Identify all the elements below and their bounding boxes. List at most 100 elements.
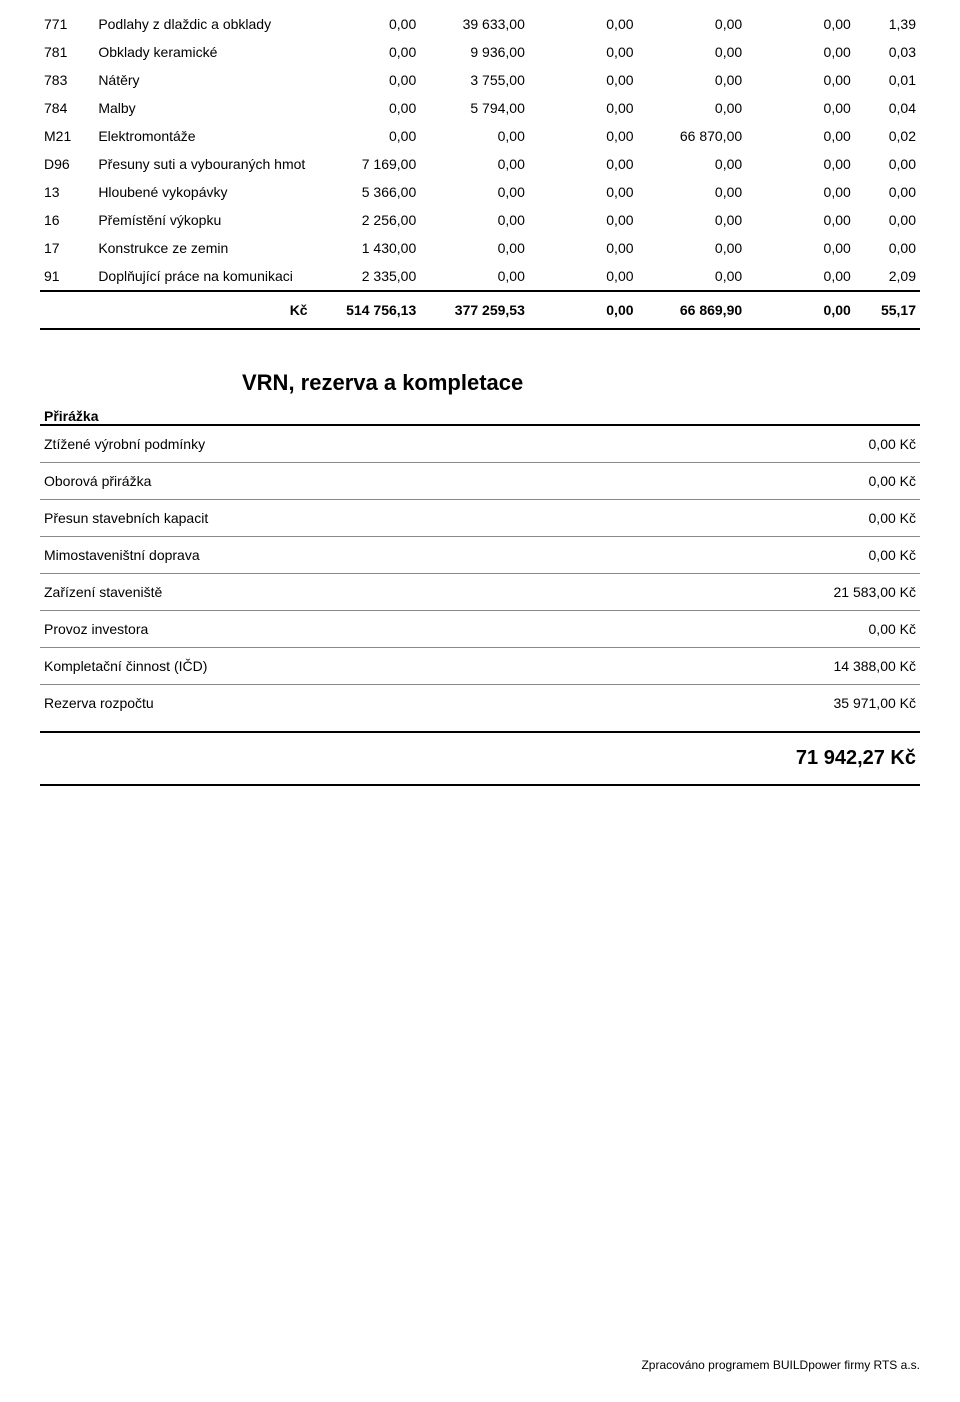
row-code: 91 [40,262,94,291]
row-code: 16 [40,206,94,234]
vrn-row: Ztížené výrobní podmínky0,00 Kč [40,425,920,463]
vrn-row-value: 0,00 Kč [568,611,920,648]
row-v2: 0,00 [420,206,529,234]
row-v3: 0,00 [529,94,638,122]
row-v2: 39 633,00 [420,10,529,38]
vrn-row-value: 14 388,00 Kč [568,648,920,685]
row-v6: 0,01 [855,66,920,94]
row-v5: 0,00 [746,10,855,38]
row-code: 783 [40,66,94,94]
footer-text: Zpracováno programem BUILDpower firmy RT… [641,1358,920,1372]
row-v4: 0,00 [638,38,747,66]
row-v1: 1 430,00 [312,234,421,262]
row-v5: 0,00 [746,94,855,122]
prirazka-row: Přirážka [40,398,920,425]
row-v3: 0,00 [529,206,638,234]
row-code: 17 [40,234,94,262]
vrn-row: Přesun stavebních kapacit0,00 Kč [40,500,920,537]
row-v5: 0,00 [746,122,855,150]
vrn-row-label: Kompletační činnost (IČD) [40,648,568,685]
vrn-row-value: 0,00 Kč [568,500,920,537]
vrn-row-label: Mimostaveništní doprava [40,537,568,574]
row-v6: 0,04 [855,94,920,122]
vrn-table: Přirážka Ztížené výrobní podmínky0,00 Kč… [40,398,920,721]
row-v6: 1,39 [855,10,920,38]
row-v6: 0,00 [855,150,920,178]
row-desc: Hloubené vykopávky [94,178,311,206]
sum-v4: 66 869,90 [638,291,747,329]
sum-row: Kč 514 756,13 377 259,53 0,00 66 869,90 … [40,291,920,329]
vrn-row: Rezerva rozpočtu35 971,00 Kč [40,685,920,722]
row-code: M21 [40,122,94,150]
row-v3: 0,00 [529,122,638,150]
row-v2: 0,00 [420,262,529,291]
row-v4: 0,00 [638,234,747,262]
table-row: M21Elektromontáže0,000,000,0066 870,000,… [40,122,920,150]
row-v5: 0,00 [746,178,855,206]
row-v4: 0,00 [638,150,747,178]
row-v6: 0,03 [855,38,920,66]
vrn-row-label: Ztížené výrobní podmínky [40,425,568,463]
row-v2: 9 936,00 [420,38,529,66]
vrn-row-label: Přesun stavebních kapacit [40,500,568,537]
row-desc: Podlahy z dlaždic a obklady [94,10,311,38]
vrn-section: VRN, rezerva a kompletace Přirážka Ztíže… [40,370,920,786]
row-v1: 2 256,00 [312,206,421,234]
table-row: 784Malby0,005 794,000,000,000,000,04 [40,94,920,122]
row-v2: 0,00 [420,234,529,262]
sum-v6: 55,17 [855,291,920,329]
row-desc: Konstrukce ze zemin [94,234,311,262]
row-code: 781 [40,38,94,66]
sum-v5: 0,00 [746,291,855,329]
row-v3: 0,00 [529,262,638,291]
vrn-row-value: 21 583,00 Kč [568,574,920,611]
table-row: 16Přemístění výkopku2 256,000,000,000,00… [40,206,920,234]
table-row: 91Doplňující práce na komunikaci2 335,00… [40,262,920,291]
row-v1: 7 169,00 [312,150,421,178]
table-row: 771Podlahy z dlaždic a obklady0,0039 633… [40,10,920,38]
row-code: 771 [40,10,94,38]
prirazka-label: Přirážka [40,398,568,425]
row-desc: Malby [94,94,311,122]
table-row: 13Hloubené vykopávky5 366,000,000,000,00… [40,178,920,206]
row-v5: 0,00 [746,66,855,94]
row-v2: 0,00 [420,122,529,150]
vrn-row: Provoz investora0,00 Kč [40,611,920,648]
row-code: D96 [40,150,94,178]
row-v5: 0,00 [746,38,855,66]
row-v6: 0,00 [855,178,920,206]
cost-summary-table: 771Podlahy z dlaždic a obklady 0,00 39 633… [40,10,920,330]
row-v5: 0,00 [746,234,855,262]
row-v2: 0,00 [420,150,529,178]
vrn-row: Kompletační činnost (IČD)14 388,00 Kč [40,648,920,685]
row-v1: 5 366,00 [312,178,421,206]
sum-v2: 377 259,53 [420,291,529,329]
vrn-row-value: 0,00 Kč [568,463,920,500]
row-v3: 0,00 [529,10,638,38]
vrn-row-label: Oborová přirážka [40,463,568,500]
row-v2: 5 794,00 [420,94,529,122]
vrn-row-label: Rezerva rozpočtu [40,685,568,722]
row-v5: 0,00 [746,150,855,178]
vrn-title: VRN, rezerva a kompletace [242,370,920,396]
row-v3: 0,00 [529,178,638,206]
row-v4: 0,00 [638,94,747,122]
row-v1: 0,00 [312,10,421,38]
row-v1: 2 335,00 [312,262,421,291]
row-v3: 0,00 [529,66,638,94]
table-row: D96Přesuny suti a vybouraných hmot7 169,… [40,150,920,178]
row-code: 784 [40,94,94,122]
sum-v1: 514 756,13 [312,291,421,329]
sum-v3: 0,00 [529,291,638,329]
row-v4: 0,00 [638,66,747,94]
row-desc: Obklady keramické [94,38,311,66]
vrn-row-label: Provoz investora [40,611,568,648]
row-desc: Elektromontáže [94,122,311,150]
row-v2: 0,00 [420,178,529,206]
row-v1: 0,00 [312,66,421,94]
row-v4: 0,00 [638,262,747,291]
vrn-row-value: 35 971,00 Kč [568,685,920,722]
row-desc: Nátěry [94,66,311,94]
table-row: 783Nátěry0,003 755,000,000,000,000,01 [40,66,920,94]
row-v6: 0,02 [855,122,920,150]
